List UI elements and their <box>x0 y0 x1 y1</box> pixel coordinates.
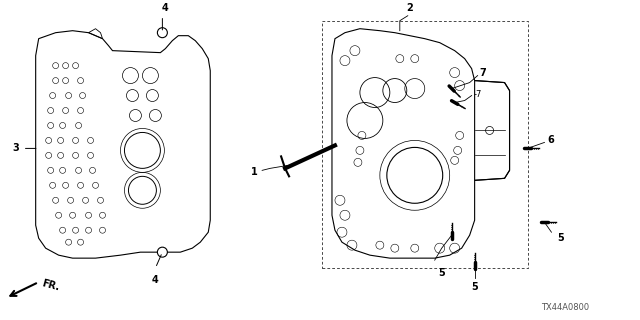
Text: 3: 3 <box>12 143 19 153</box>
Text: 2: 2 <box>406 3 413 13</box>
Text: TX44A0800: TX44A0800 <box>541 303 589 312</box>
Text: 1: 1 <box>252 167 258 177</box>
Text: 7: 7 <box>479 68 486 77</box>
Circle shape <box>157 28 168 38</box>
Text: 5: 5 <box>471 282 478 292</box>
Text: 4: 4 <box>152 275 159 285</box>
Text: -7: -7 <box>474 90 482 99</box>
Circle shape <box>157 247 168 257</box>
Text: 5: 5 <box>438 268 445 278</box>
Text: 6: 6 <box>547 135 554 145</box>
Text: 4: 4 <box>162 3 169 13</box>
Text: 5: 5 <box>557 233 564 243</box>
Text: FR.: FR. <box>41 278 61 292</box>
